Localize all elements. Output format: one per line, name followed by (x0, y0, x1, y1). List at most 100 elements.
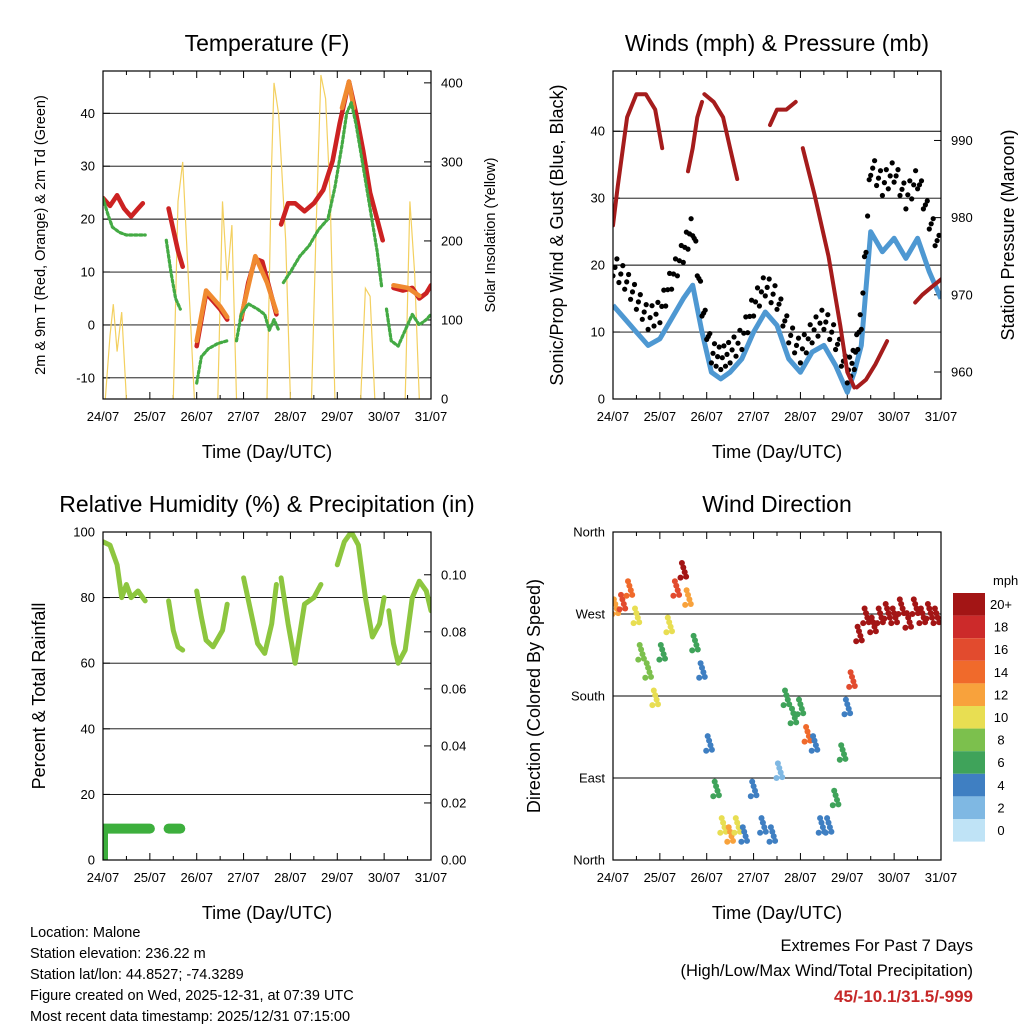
gust-point (764, 284, 770, 290)
gust-point (932, 243, 938, 249)
gust-point (760, 275, 766, 281)
gust-point (872, 158, 878, 164)
gust-point (792, 350, 798, 356)
direction-point (889, 605, 896, 612)
direction-point (875, 605, 882, 612)
direction-point (703, 747, 710, 754)
gust-point (743, 314, 749, 320)
gust-point (735, 340, 741, 346)
direction-point (924, 601, 931, 607)
pressure-line (768, 99, 798, 127)
direction-point (747, 793, 754, 800)
direction-point (734, 819, 741, 826)
x-tick-label: 24/07 (597, 870, 630, 885)
direction-point (713, 783, 720, 790)
gust-point (637, 292, 643, 298)
y-tick-label: East (579, 771, 605, 786)
winds-plot-area (613, 92, 941, 395)
direction-point (753, 792, 760, 799)
colorbar-label: 18 (994, 620, 1008, 635)
direction-point (640, 655, 647, 662)
gust-point (620, 263, 626, 269)
direction-point (627, 587, 634, 594)
gust-point (801, 332, 807, 338)
timestamp-text: Most recent data timestamp: 2025/12/31 0… (30, 1009, 351, 1025)
gust-point (861, 254, 868, 260)
colorbar-label: 8 (997, 733, 1004, 748)
speed-colorbar: mph 20+ 18 16 14 12 10 8 6 4 2 0 (953, 573, 1018, 842)
direction-point (633, 610, 640, 617)
direction-point (616, 606, 623, 613)
gust-point (868, 172, 874, 178)
colorbar-swatch (953, 728, 985, 752)
gust-point (909, 196, 915, 202)
wind-speed-line (613, 229, 941, 395)
direction-point (613, 611, 616, 617)
direction-point (838, 742, 845, 749)
x-tick-label: 29/07 (321, 409, 354, 424)
direction-point (635, 656, 642, 663)
direction-point (794, 711, 801, 718)
gust-point (667, 270, 673, 276)
direction-point (758, 815, 765, 822)
gust-point (874, 182, 880, 189)
extremes-subtitle: (High/Low/Max Wind/Total Precipitation) (680, 962, 973, 980)
direction-point (694, 646, 701, 653)
direction-point (680, 564, 687, 571)
humidity-plot-area (103, 532, 431, 860)
gust-point (741, 330, 747, 336)
direction-point (649, 702, 656, 709)
y2-tick-label: 200 (441, 233, 463, 248)
direction-point (632, 605, 638, 612)
temp-2m-line (103, 193, 146, 219)
direction-point (737, 828, 743, 835)
direction-point (750, 783, 757, 790)
colorbar-swatch (953, 751, 985, 774)
direction-point (847, 710, 854, 717)
gust-point (928, 221, 934, 227)
temp-9m-line (391, 282, 422, 299)
gust-point (782, 318, 788, 324)
gust-point (669, 286, 675, 292)
direction-point (817, 815, 824, 822)
direction-point (810, 733, 817, 740)
pressure-line (702, 92, 740, 181)
gust-point (899, 186, 905, 192)
gust-point (752, 299, 759, 305)
direction-point (678, 560, 685, 566)
direction-point (804, 728, 811, 735)
direction-point (653, 696, 660, 703)
gust-point (790, 325, 796, 331)
direction-point (828, 828, 835, 835)
solar-insolation-line (104, 304, 127, 399)
direction-point (752, 787, 758, 794)
direction-point (766, 838, 773, 845)
direction-point (683, 587, 690, 594)
gust-point (747, 313, 753, 319)
direction-point (846, 683, 853, 690)
direction-point (656, 656, 663, 663)
gust-point (815, 333, 821, 339)
x-tick-label: 28/07 (784, 409, 817, 424)
y-tick-label: -10 (76, 370, 95, 385)
direction-point (686, 596, 693, 603)
direction-point (861, 605, 868, 612)
gust-point (889, 160, 895, 166)
gust-point (866, 177, 872, 183)
direction-point (834, 796, 840, 803)
created-text: Figure created on Wed, 2025-12-31, at 07… (30, 988, 354, 1004)
gust-point (911, 182, 917, 188)
gust-point (614, 256, 620, 262)
colorbar-swatch (953, 683, 985, 706)
direction-point (663, 629, 670, 636)
direction-point (913, 605, 920, 612)
colorbar-title: mph (993, 573, 1018, 588)
gust-point (733, 353, 739, 359)
wind_direction-ylabel: Direction (Colored By Speed) (524, 579, 544, 813)
direction-point (660, 651, 667, 658)
direction-point (731, 829, 738, 836)
direction-point (636, 642, 643, 648)
gust-point (833, 346, 839, 353)
gust-point (715, 354, 721, 360)
direction-point (808, 747, 815, 754)
